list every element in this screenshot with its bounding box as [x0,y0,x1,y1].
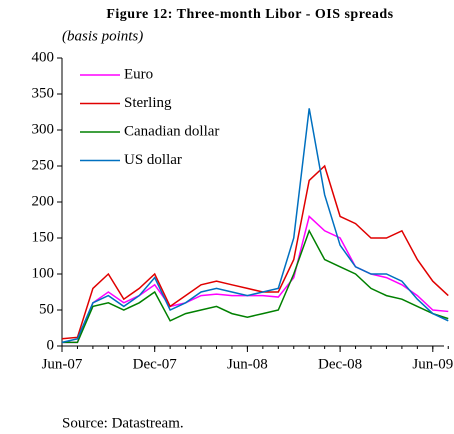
x-tick-label: Jun-09 [412,356,453,372]
y-tick-label: 350 [32,85,55,101]
legend-label: Canadian dollar [124,123,219,139]
legend-label: Euro [124,66,153,82]
y-tick-label: 250 [32,157,55,173]
y-tick-label: 0 [47,337,55,353]
series-line [62,228,449,344]
x-tick-label: Dec-08 [318,356,362,372]
x-tick-label: Jun-07 [42,356,83,372]
x-tick-label: Dec-07 [133,356,178,372]
y-tick-label: 200 [32,193,55,209]
series-line [61,164,449,340]
legend-label: US dollar [124,152,182,168]
y-tick-label: 50 [39,301,54,317]
y-tick-label: 100 [32,265,55,281]
series-line [61,108,449,344]
chart-title: Figure 12: Three-month Libor - OIS sprea… [106,7,393,22]
source-note: Source: Datastream. [62,415,184,431]
y-tick-label: 400 [32,49,55,65]
series-line [62,214,449,344]
legend-label: Sterling [124,95,172,111]
chart-subtitle: (basis points) [62,28,143,44]
y-tick-label: 150 [32,229,55,245]
x-tick-label: Jun-08 [227,356,268,372]
y-tick-label: 300 [32,121,55,137]
